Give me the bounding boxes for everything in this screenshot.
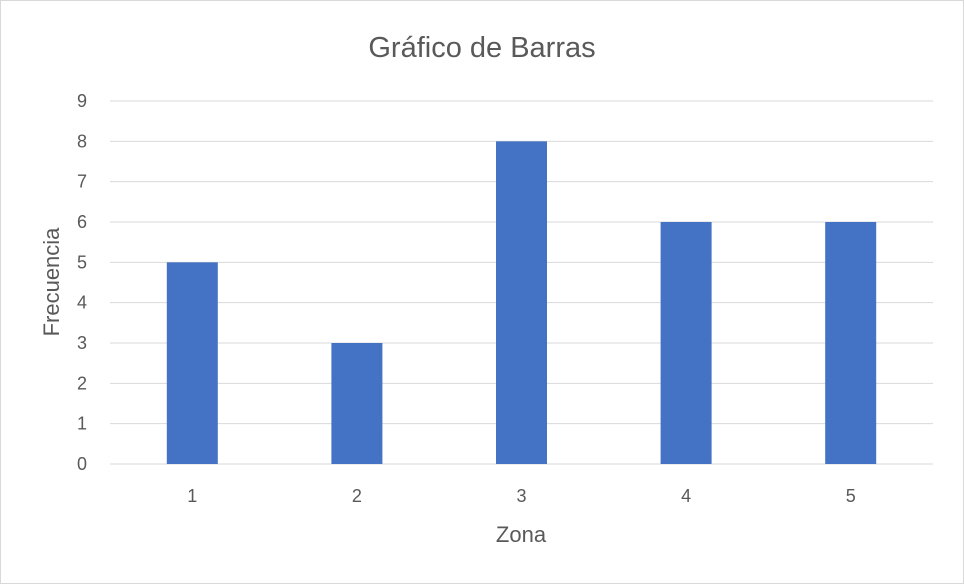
y-tick-labels: 0 1 2 3 4 5 6 7 8 9: [77, 91, 87, 474]
x-tick-label: 2: [352, 486, 362, 506]
bar-zona-2: [331, 343, 383, 464]
y-tick-label: 6: [77, 212, 87, 232]
x-tick-label: 3: [516, 486, 526, 506]
x-axis-title: Zona: [496, 522, 547, 547]
bars: [166, 141, 877, 465]
y-tick-label: 2: [77, 373, 87, 393]
y-tick-label: 3: [77, 333, 87, 353]
chart-title: Gráfico de Barras: [368, 32, 595, 64]
y-tick-label: 8: [77, 131, 87, 151]
x-tick-label: 5: [846, 486, 856, 506]
y-axis-title: Frecuencia: [39, 227, 64, 337]
bar-zona-5: [825, 222, 877, 464]
y-tick-label: 9: [77, 91, 87, 111]
y-tick-label: 1: [77, 414, 87, 434]
bar-zona-3: [496, 141, 547, 465]
y-tick-label: 5: [77, 252, 87, 272]
x-tick-label: 4: [681, 486, 691, 506]
y-tick-label: 0: [77, 454, 87, 474]
x-tick-labels: 1 2 3 4 5: [187, 486, 855, 506]
bar-zona-1: [166, 262, 218, 464]
x-tick-label: 1: [187, 486, 197, 506]
y-tick-label: 4: [77, 293, 87, 313]
bar-zona-4: [660, 222, 712, 464]
y-tick-label: 7: [77, 172, 87, 192]
